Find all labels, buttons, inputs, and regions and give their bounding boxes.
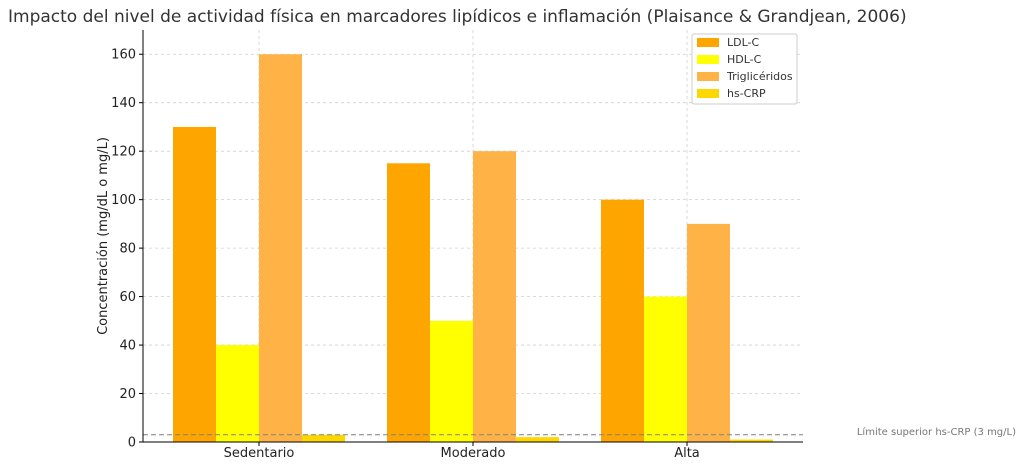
- legend-swatch: [697, 38, 719, 47]
- legend-label: hs-CRP: [727, 87, 766, 100]
- y-tick-label: 120: [111, 145, 136, 160]
- legend-swatch: [697, 55, 719, 64]
- chart-title: Impacto del nivel de actividad física en…: [8, 7, 907, 27]
- bar-ldl-c-sedentario: [173, 126, 216, 443]
- y-tick-label: 160: [111, 48, 136, 63]
- bar-hdl-c-moderado: [430, 320, 473, 442]
- y-tick-label: 60: [119, 290, 136, 305]
- y-tick-label: 140: [111, 96, 136, 111]
- bar-triglic-ridos-moderado: [473, 151, 516, 443]
- bar-ldl-c-alta: [601, 199, 644, 442]
- legend-label: HDL-C: [727, 53, 762, 66]
- x-tick-label: Moderado: [441, 446, 506, 461]
- x-tick-label: Sedentario: [224, 446, 295, 461]
- y-tick-label: 40: [119, 339, 136, 354]
- x-ticks: Sedentario Moderado Alta: [224, 442, 700, 461]
- x-tick-label: Alta: [674, 446, 700, 461]
- y-tick-label: 0: [128, 436, 136, 451]
- bar-hs-crp-sedentario: [302, 434, 345, 442]
- bar-hdl-c-alta: [644, 296, 687, 442]
- bar-hdl-c-sedentario: [216, 345, 259, 442]
- reference-line-label: Límite superior hs-CRP (3 mg/L): [857, 426, 1016, 438]
- bar-ldl-c-moderado: [387, 163, 430, 442]
- y-ticks: 0 20 40 60 80 100 120 140 160: [111, 48, 143, 451]
- bar-hs-crp-moderado: [516, 437, 559, 442]
- legend-label: LDL-C: [727, 36, 760, 49]
- bar-triglic-ridos-alta: [687, 223, 730, 442]
- y-tick-label: 80: [119, 242, 136, 257]
- legend-swatch: [697, 89, 719, 98]
- legend-box: [691, 33, 798, 105]
- bars: [173, 54, 773, 443]
- legend: LDL-C HDL-C Triglicéridos hs-CRP: [691, 33, 798, 105]
- bar-hs-crp-alta: [730, 439, 773, 442]
- bar-triglic-ridos-sedentario: [259, 54, 302, 443]
- y-axis-label: Concentración (mg/dL o mg/L): [96, 137, 111, 335]
- legend-label: Triglicéridos: [726, 70, 793, 83]
- y-tick-label: 20: [119, 387, 136, 402]
- legend-swatch: [697, 72, 719, 81]
- y-tick-label: 100: [111, 193, 136, 208]
